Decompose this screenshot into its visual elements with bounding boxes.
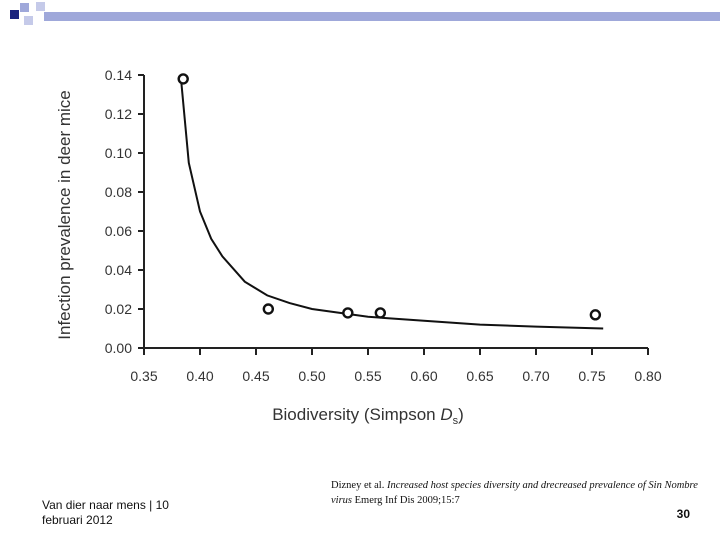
data-point bbox=[177, 73, 189, 85]
data-point bbox=[342, 307, 354, 319]
fit-curve-line bbox=[180, 78, 604, 330]
deco-square-mid bbox=[20, 3, 29, 12]
x-tick-label: 0.80 bbox=[634, 368, 661, 384]
deco-square-light bbox=[24, 16, 33, 25]
x-axis-label: Biodiversity (Simpson Ds) bbox=[272, 405, 464, 427]
x-ticks: 0.35 0.40 0.45 0.50 0.55 0.60 0.65 0.70 0.75 0.80 bbox=[130, 348, 662, 384]
title-bar-line bbox=[44, 12, 720, 21]
y-tick-label: 0.12 bbox=[105, 106, 132, 122]
y-tick-label: 0.14 bbox=[105, 67, 132, 83]
y-tick-label: 0.08 bbox=[105, 184, 132, 200]
x-tick-label: 0.65 bbox=[466, 368, 493, 384]
x-tick-label: 0.50 bbox=[298, 368, 325, 384]
y-axis-label: Infection prevalence in deer mice bbox=[55, 90, 74, 339]
y-tick-label: 0.04 bbox=[105, 262, 132, 278]
x-tick-label: 0.75 bbox=[578, 368, 605, 384]
x-tick-label: 0.40 bbox=[186, 368, 213, 384]
slide-footer: Van dier naar mens | 10 februari 2012 bbox=[42, 498, 169, 527]
chart: 0.00 0.02 0.04 0.06 0.08 0.10 0.12 0.14 0.35 0.4… bbox=[55, 67, 662, 427]
data-point bbox=[589, 309, 602, 321]
y-tick-label: 0.00 bbox=[105, 340, 132, 356]
y-tick-label: 0.06 bbox=[105, 223, 132, 239]
data-point bbox=[374, 307, 387, 319]
x-tick-label: 0.45 bbox=[242, 368, 269, 384]
y-tick-label: 0.10 bbox=[105, 145, 132, 161]
slide-decoration bbox=[10, 2, 720, 25]
y-tick-label: 0.02 bbox=[105, 301, 132, 317]
deco-square-dark bbox=[10, 10, 19, 19]
x-tick-label: 0.55 bbox=[354, 368, 381, 384]
x-tick-label: 0.35 bbox=[130, 368, 157, 384]
x-tick-label: 0.70 bbox=[522, 368, 549, 384]
x-tick-label: 0.60 bbox=[410, 368, 437, 384]
deco-square-light-2 bbox=[36, 2, 45, 11]
y-ticks: 0.00 0.02 0.04 0.06 0.08 0.10 0.12 0.14 bbox=[105, 67, 144, 356]
page-number: 30 bbox=[676, 507, 690, 521]
data-point bbox=[262, 303, 275, 315]
citation: Dizney et al. Increased host species div… bbox=[331, 480, 698, 506]
data-points bbox=[177, 73, 602, 321]
